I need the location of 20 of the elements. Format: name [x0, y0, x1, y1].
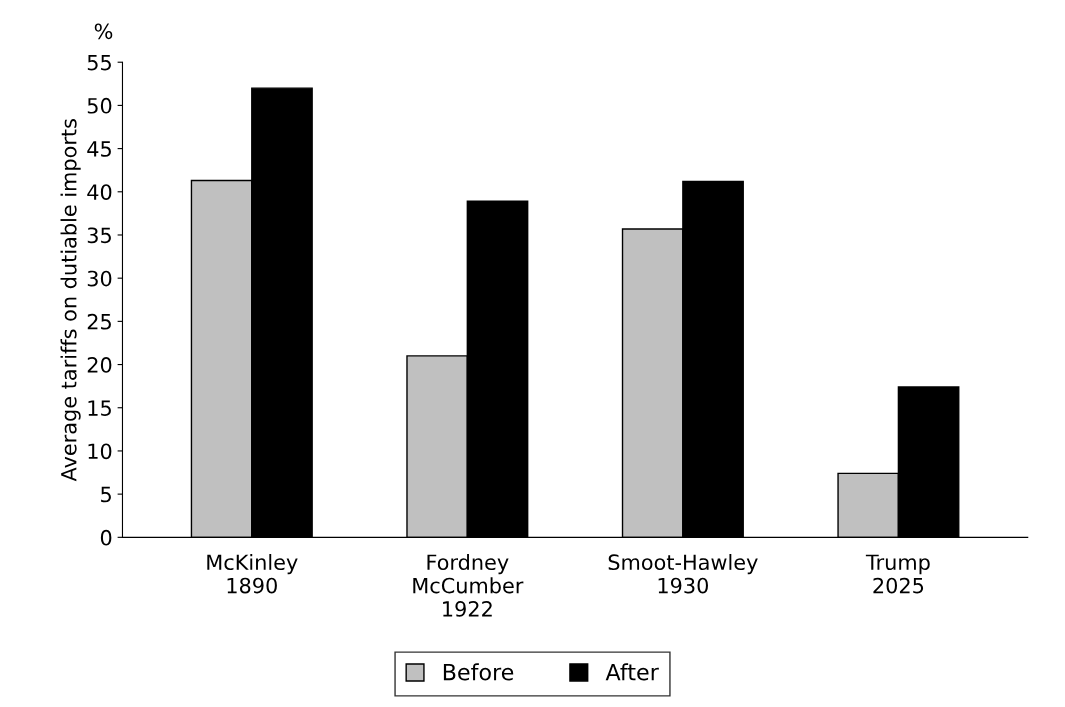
y-tick-label: 15: [88, 400, 111, 416]
y-tick-label: 20: [87, 357, 112, 373]
x-tick-label: McKinley 1890: [207, 553, 298, 594]
y-tick-label: 0: [100, 529, 112, 546]
y-tick-label: 35: [87, 227, 111, 244]
y-axis-title: Average tariffs on dutiable imports: [60, 119, 81, 482]
text: %: [94, 23, 113, 40]
y-tick-label: 5: [101, 486, 111, 503]
legend-label: After: [605, 663, 659, 681]
y-tick-label: 50: [87, 97, 112, 114]
legend-label: Before: [443, 663, 514, 681]
y-tick-label: 55: [87, 54, 111, 71]
y-tick-label: 45: [87, 141, 111, 157]
x-tick-label: Fordney McCumber 1922: [413, 553, 524, 617]
y-tick-label: 30: [87, 270, 112, 287]
x-tick-label: Smoot-Hawley 1930: [608, 553, 758, 594]
y-tick-label: 10: [88, 443, 112, 460]
x-tick-label: Trump 2025: [865, 554, 930, 594]
y-tick-label: 40: [87, 184, 112, 200]
y-tick-label: 25: [87, 313, 111, 330]
